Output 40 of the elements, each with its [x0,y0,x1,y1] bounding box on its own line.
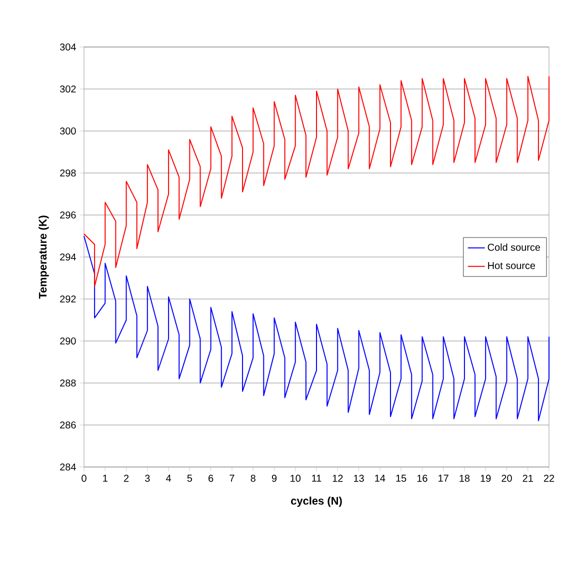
y-tick-label: 304 [60,43,76,51]
y-tick-label: 284 [60,463,76,471]
x-tick-label: 7 [230,474,234,482]
legend-label: Hot source [488,262,536,270]
x-axis-title: cycles (N) [291,496,342,507]
x-tick-label: 17 [438,474,448,482]
x-tick-label: 16 [417,474,428,482]
x-tick-label: 0 [82,474,86,482]
x-tick-label: 11 [312,474,322,482]
y-tick-label: 298 [60,169,76,177]
x-tick-label: 20 [502,474,512,482]
x-tick-label: 10 [290,474,301,482]
line-series [84,235,550,422]
x-tick-label: 14 [375,474,386,482]
y-tick-label: 300 [60,127,76,135]
x-tick-label: 21 [522,474,533,482]
x-tick-label: 1 [103,474,108,482]
x-tick-label: 19 [480,474,491,482]
x-tick-label: 12 [332,474,343,482]
x-tick-label: 15 [396,474,406,482]
x-tick-label: 9 [272,474,277,482]
y-tick-label: 292 [60,295,76,303]
x-tick-label: 22 [544,474,554,482]
y-tick-label: 294 [60,253,76,261]
y-tick-label: 288 [60,379,76,387]
y-tick-label: 286 [60,421,76,429]
y-tick-label: 302 [60,85,76,93]
x-tick-label: 13 [354,474,364,482]
y-tick-label: 296 [60,211,76,219]
line-series [84,76,550,287]
y-tick-label: 290 [60,337,76,345]
x-tick-label: 4 [166,474,172,482]
x-tick-label: 2 [124,474,129,482]
x-tick-label: 3 [145,474,150,482]
y-axis-title: Temperature (K) [38,216,49,299]
x-tick-label: 5 [187,474,192,482]
x-tick-label: 18 [460,474,470,482]
x-tick-label: 6 [208,474,214,482]
legend-label: Cold source [488,243,540,251]
x-tick-label: 8 [250,474,256,482]
